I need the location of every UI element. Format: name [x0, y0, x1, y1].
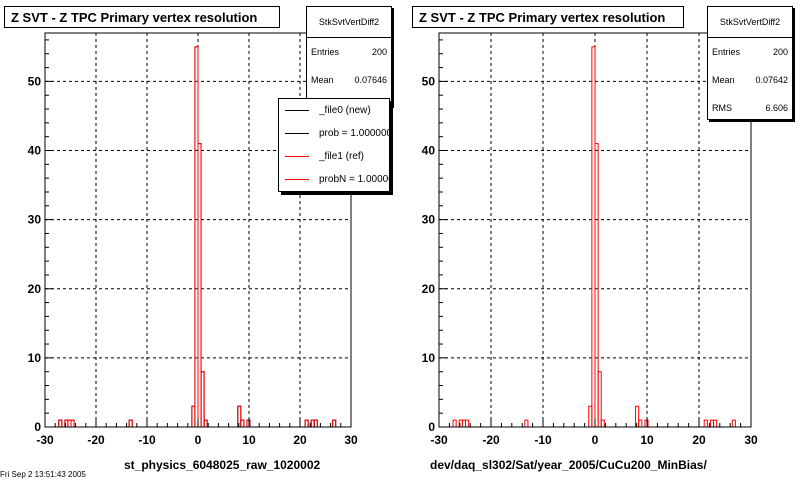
stats-value: 0.07642 [755, 75, 788, 85]
y-tick-label: 20 [28, 282, 42, 296]
right-stats-row-mean: Mean 0.07642 [708, 66, 792, 94]
y-tick-label: 0 [34, 420, 41, 434]
stats-label: Entries [712, 47, 741, 57]
histogram-bin [203, 419, 208, 427]
histogram-bin [731, 419, 736, 427]
legend-line-red [285, 156, 309, 157]
legend-line-red [285, 179, 309, 180]
histogram-bin [70, 419, 75, 427]
left-legend: _file0 (new) prob = 1.000000 _file1 (ref… [278, 98, 390, 192]
legend-label: probN = 1.000000 [319, 174, 389, 185]
x-tick-label: 20 [293, 433, 307, 447]
left-plot-panel: -30 -20 -10 0 10 20 30 0 10 20 30 40 50 Z SVT - Z TP… [4, 6, 392, 472]
y-tick-label: 30 [422, 213, 436, 227]
left-plot-title: Z SVT - Z TPC Primary vertex resolution [4, 6, 280, 28]
right-plot-title: Z SVT - Z TPC Primary vertex resolution [412, 6, 684, 28]
left-x-axis-caption: st_physics_6048025_raw_1020002 [124, 458, 321, 472]
legend-label: prob = 1.000000 [319, 128, 389, 139]
histogram-bin [58, 419, 63, 427]
histogram-bin [635, 405, 640, 427]
right-stats-box: StkSvtVertDiff2 Entries 200 Mean 0.07642… [707, 6, 793, 120]
histogram-bin [638, 419, 643, 427]
x-tick-label: 0 [195, 433, 202, 447]
x-tick-label: -20 [87, 433, 105, 447]
legend-entry: _file1 (ref) [279, 145, 389, 168]
stats-label: Mean [712, 75, 735, 85]
y-tick-label: 40 [28, 144, 42, 158]
stats-label: Mean [311, 75, 334, 85]
histogram-bin [597, 371, 602, 427]
histogram-bin [594, 143, 599, 427]
left-stats-box: StkSvtVertDiff2 Entries 200 Mean 0.07646 [306, 6, 392, 106]
histogram-bin [128, 419, 133, 427]
left-stats-row-entries: Entries 200 [307, 38, 391, 66]
x-tick-label: -10 [138, 433, 156, 447]
right-x-axis-caption: dev/daq_sl302/Sat/year_2005/CuCu200_MinB… [430, 458, 707, 472]
histogram-bin [703, 419, 708, 427]
stats-label: RMS [712, 103, 732, 113]
x-tick-label: 10 [242, 433, 256, 447]
legend-entry: prob = 1.000000 [279, 122, 389, 145]
stats-value: 200 [772, 47, 788, 57]
legend-label: _file1 (ref) [319, 151, 365, 162]
histogram-bin [713, 419, 718, 427]
y-tick-label: 10 [422, 351, 436, 365]
histogram-bin [452, 419, 457, 427]
x-tick-label: -20 [482, 433, 500, 447]
left-stats-row-mean: Mean 0.07646 [307, 66, 391, 94]
stats-value: 200 [371, 47, 387, 57]
histogram-bin [240, 419, 245, 427]
histogram-bin [246, 419, 251, 427]
histogram-bin [600, 419, 605, 427]
legend-line-black [285, 110, 309, 111]
stats-value: 0.07646 [354, 75, 387, 85]
histogram-bin [237, 405, 242, 427]
right-histogram-plot: -30 -20 -10 0 10 20 30 0 10 20 30 40 50 [422, 32, 758, 447]
x-tick-label: -10 [534, 433, 552, 447]
x-tick-label: 0 [592, 433, 599, 447]
histogram-bin [332, 419, 337, 427]
x-tick-label: 20 [692, 433, 706, 447]
left-stats-name: StkSvtVertDiff2 [307, 7, 391, 38]
legend-line-black [285, 133, 309, 134]
right-plot-panel: -30 -20 -10 0 10 20 30 0 10 20 30 40 50 Z SVT - Z TP… [400, 0, 800, 480]
x-tick-label: -30 [36, 433, 54, 447]
legend-entry: _file0 (new) [279, 99, 389, 122]
stats-value: 6.606 [765, 103, 788, 113]
x-tick-label: 30 [744, 433, 758, 447]
y-tick-label: 30 [28, 213, 42, 227]
y-tick-label: 20 [422, 282, 436, 296]
footer-timestamp: Fri Sep 2 13:51:43 2005 [0, 470, 86, 479]
histogram-bin [313, 419, 318, 427]
x-tick-label: 30 [344, 433, 358, 447]
histogram-bin [200, 371, 205, 427]
y-tick-label: 50 [28, 74, 42, 88]
y-tick-label: 10 [28, 351, 42, 365]
y-tick-label: 0 [428, 420, 435, 434]
legend-label: _file0 (new) [319, 105, 371, 116]
histogram-bin [304, 419, 309, 427]
histogram-bin [465, 419, 470, 427]
x-tick-label: 10 [640, 433, 654, 447]
x-tick-label: -30 [430, 433, 448, 447]
right-stats-row-rms: RMS 6.606 [708, 94, 792, 122]
legend-entry: probN = 1.000000 [279, 168, 389, 191]
histogram-bin [524, 419, 529, 427]
histogram-bin [644, 419, 649, 427]
right-stats-row-entries: Entries 200 [708, 38, 792, 66]
right-stats-name: StkSvtVertDiff2 [708, 7, 792, 38]
left-histogram-plot: -30 -20 -10 0 10 20 30 0 10 20 30 40 50 [28, 32, 358, 447]
histogram-bin [197, 143, 202, 427]
stats-label: Entries [311, 47, 340, 57]
y-tick-label: 40 [422, 144, 436, 158]
y-tick-label: 50 [422, 74, 436, 88]
